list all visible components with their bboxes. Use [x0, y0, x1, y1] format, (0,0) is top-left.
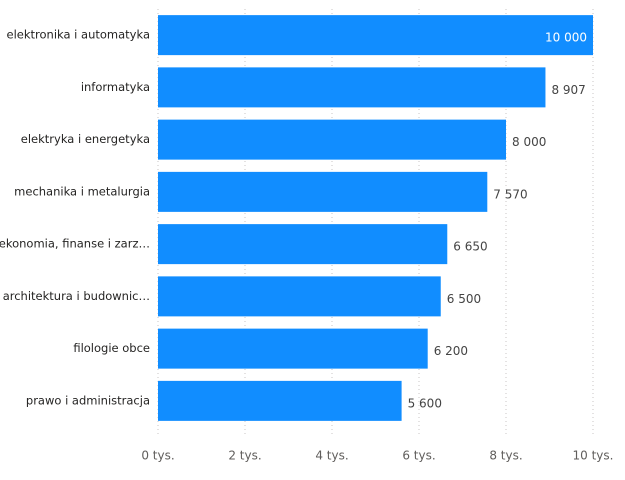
y-tick-label: filologie obce — [73, 341, 150, 355]
x-tick-label: 8 tys. — [489, 449, 522, 463]
x-tick-label: 6 tys. — [402, 449, 435, 463]
value-label: 8 907 — [551, 83, 585, 97]
x-tick-label: 0 tys. — [141, 449, 174, 463]
y-tick-label: elektryka i energetyka — [21, 132, 150, 146]
bar — [158, 171, 488, 212]
y-tick-label: elektronika i automatyka — [7, 28, 150, 42]
y-tick-label: informatyka — [81, 80, 150, 94]
bar — [158, 15, 593, 56]
y-tick-label: ekonomia, finanse i zarz… — [0, 237, 150, 251]
bar — [158, 119, 506, 160]
x-tick-label: 2 tys. — [228, 449, 261, 463]
value-label: 8 000 — [512, 135, 546, 149]
value-label: 10 000 — [545, 31, 587, 45]
y-tick-label: mechanika i metalurgia — [14, 184, 150, 198]
value-label: 6 200 — [434, 344, 468, 358]
value-label: 7 570 — [493, 187, 527, 201]
bar — [158, 276, 441, 317]
x-tick-label: 4 tys. — [315, 449, 348, 463]
y-tick-label: prawo i administracja — [26, 393, 150, 407]
value-label: 6 500 — [447, 292, 481, 306]
y-tick-label: architektura i budownic… — [3, 289, 150, 303]
value-label: 6 650 — [453, 240, 487, 254]
value-label: 5 600 — [408, 396, 442, 410]
x-tick-label: 10 tys. — [573, 449, 614, 463]
bar — [158, 380, 402, 421]
bar — [158, 224, 448, 265]
bar — [158, 67, 546, 108]
bar — [158, 328, 428, 369]
